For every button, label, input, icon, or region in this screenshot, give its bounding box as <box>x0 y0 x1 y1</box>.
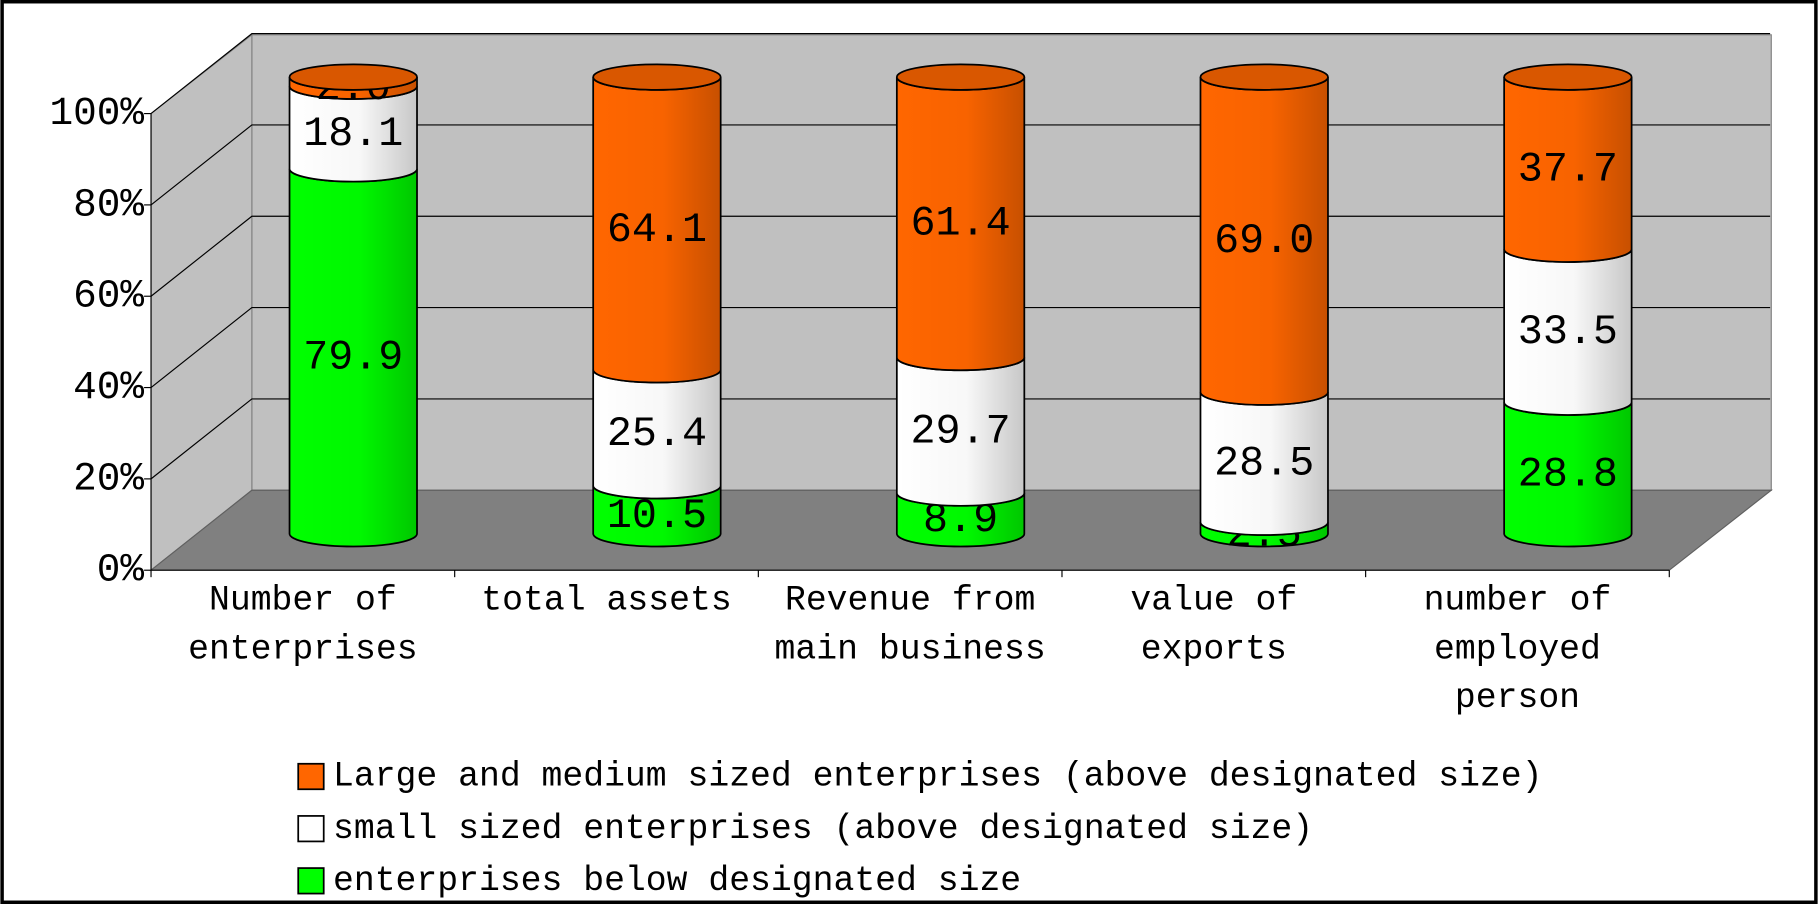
cylinder-top <box>895 63 1026 91</box>
data-label: 79.9 <box>303 334 403 382</box>
segment-shade <box>1200 77 1328 405</box>
segment-shade <box>1200 392 1328 536</box>
segment-shade <box>593 369 721 499</box>
segment-shade <box>1504 77 1632 262</box>
data-label: 64.1 <box>607 206 707 254</box>
y-tick-label: 40% <box>73 365 144 410</box>
x-label-box: value of exports <box>1130 581 1298 670</box>
x-tick-label: Number of enterprises <box>188 581 418 670</box>
legend-swatch <box>297 762 325 791</box>
cylinder-top <box>1503 63 1633 91</box>
x-label-box: Revenue from main business <box>774 581 1046 670</box>
segment-shade <box>289 168 418 547</box>
x-label-box: total assets <box>481 581 732 622</box>
legend-label: enterprises below designated size <box>333 862 1021 901</box>
segment-shade <box>896 493 1025 547</box>
segment-shade <box>1200 522 1328 547</box>
legend-label: small sized enterprises (above designate… <box>333 810 1313 849</box>
x-tick-label: Revenue from main business <box>774 581 1046 670</box>
segment-shade <box>896 77 1025 371</box>
segment-shade <box>593 77 721 383</box>
x-tick-label: value of exports <box>1130 581 1298 670</box>
x-label-box: number of employed person <box>1423 581 1612 719</box>
y-tick-label: 80% <box>73 182 144 227</box>
segment-shade <box>289 77 418 99</box>
x-tick-label: total assets <box>481 581 732 622</box>
data-label: 10.5 <box>607 492 707 540</box>
data-label: 69.0 <box>1214 217 1314 265</box>
y-tick-label: 0% <box>97 548 145 593</box>
x-tick-label: number of employed person <box>1423 581 1612 719</box>
cylinder-top <box>288 63 418 91</box>
legend-swatch <box>297 815 325 843</box>
x-label-box: Number of enterprises <box>188 581 418 670</box>
legend-swatch <box>297 867 325 895</box>
segment-shade <box>289 86 418 182</box>
data-label: 18.1 <box>303 110 403 158</box>
data-label: 33.5 <box>1518 308 1618 356</box>
y-tick-label: 20% <box>73 456 144 501</box>
data-label: 37.7 <box>1518 146 1618 194</box>
segment-shade <box>1504 249 1632 415</box>
data-label: 25.4 <box>607 410 707 458</box>
grid-line <box>150 33 1771 115</box>
y-tick-label: 100% <box>50 91 145 136</box>
data-label: 29.7 <box>910 408 1010 456</box>
side-wall <box>150 33 253 572</box>
legend-label: Large and medium sized enterprises (abov… <box>333 758 1543 797</box>
data-label: 28.5 <box>1214 440 1314 488</box>
segment-shade <box>1504 402 1632 547</box>
data-label: 28.8 <box>1518 450 1618 498</box>
data-label: 61.4 <box>910 200 1010 248</box>
segment-shade <box>593 485 721 547</box>
segment-shade <box>896 357 1025 506</box>
cylinder-top <box>1199 63 1329 91</box>
y-tick-label: 60% <box>73 274 144 319</box>
cylinder-top <box>592 63 722 91</box>
